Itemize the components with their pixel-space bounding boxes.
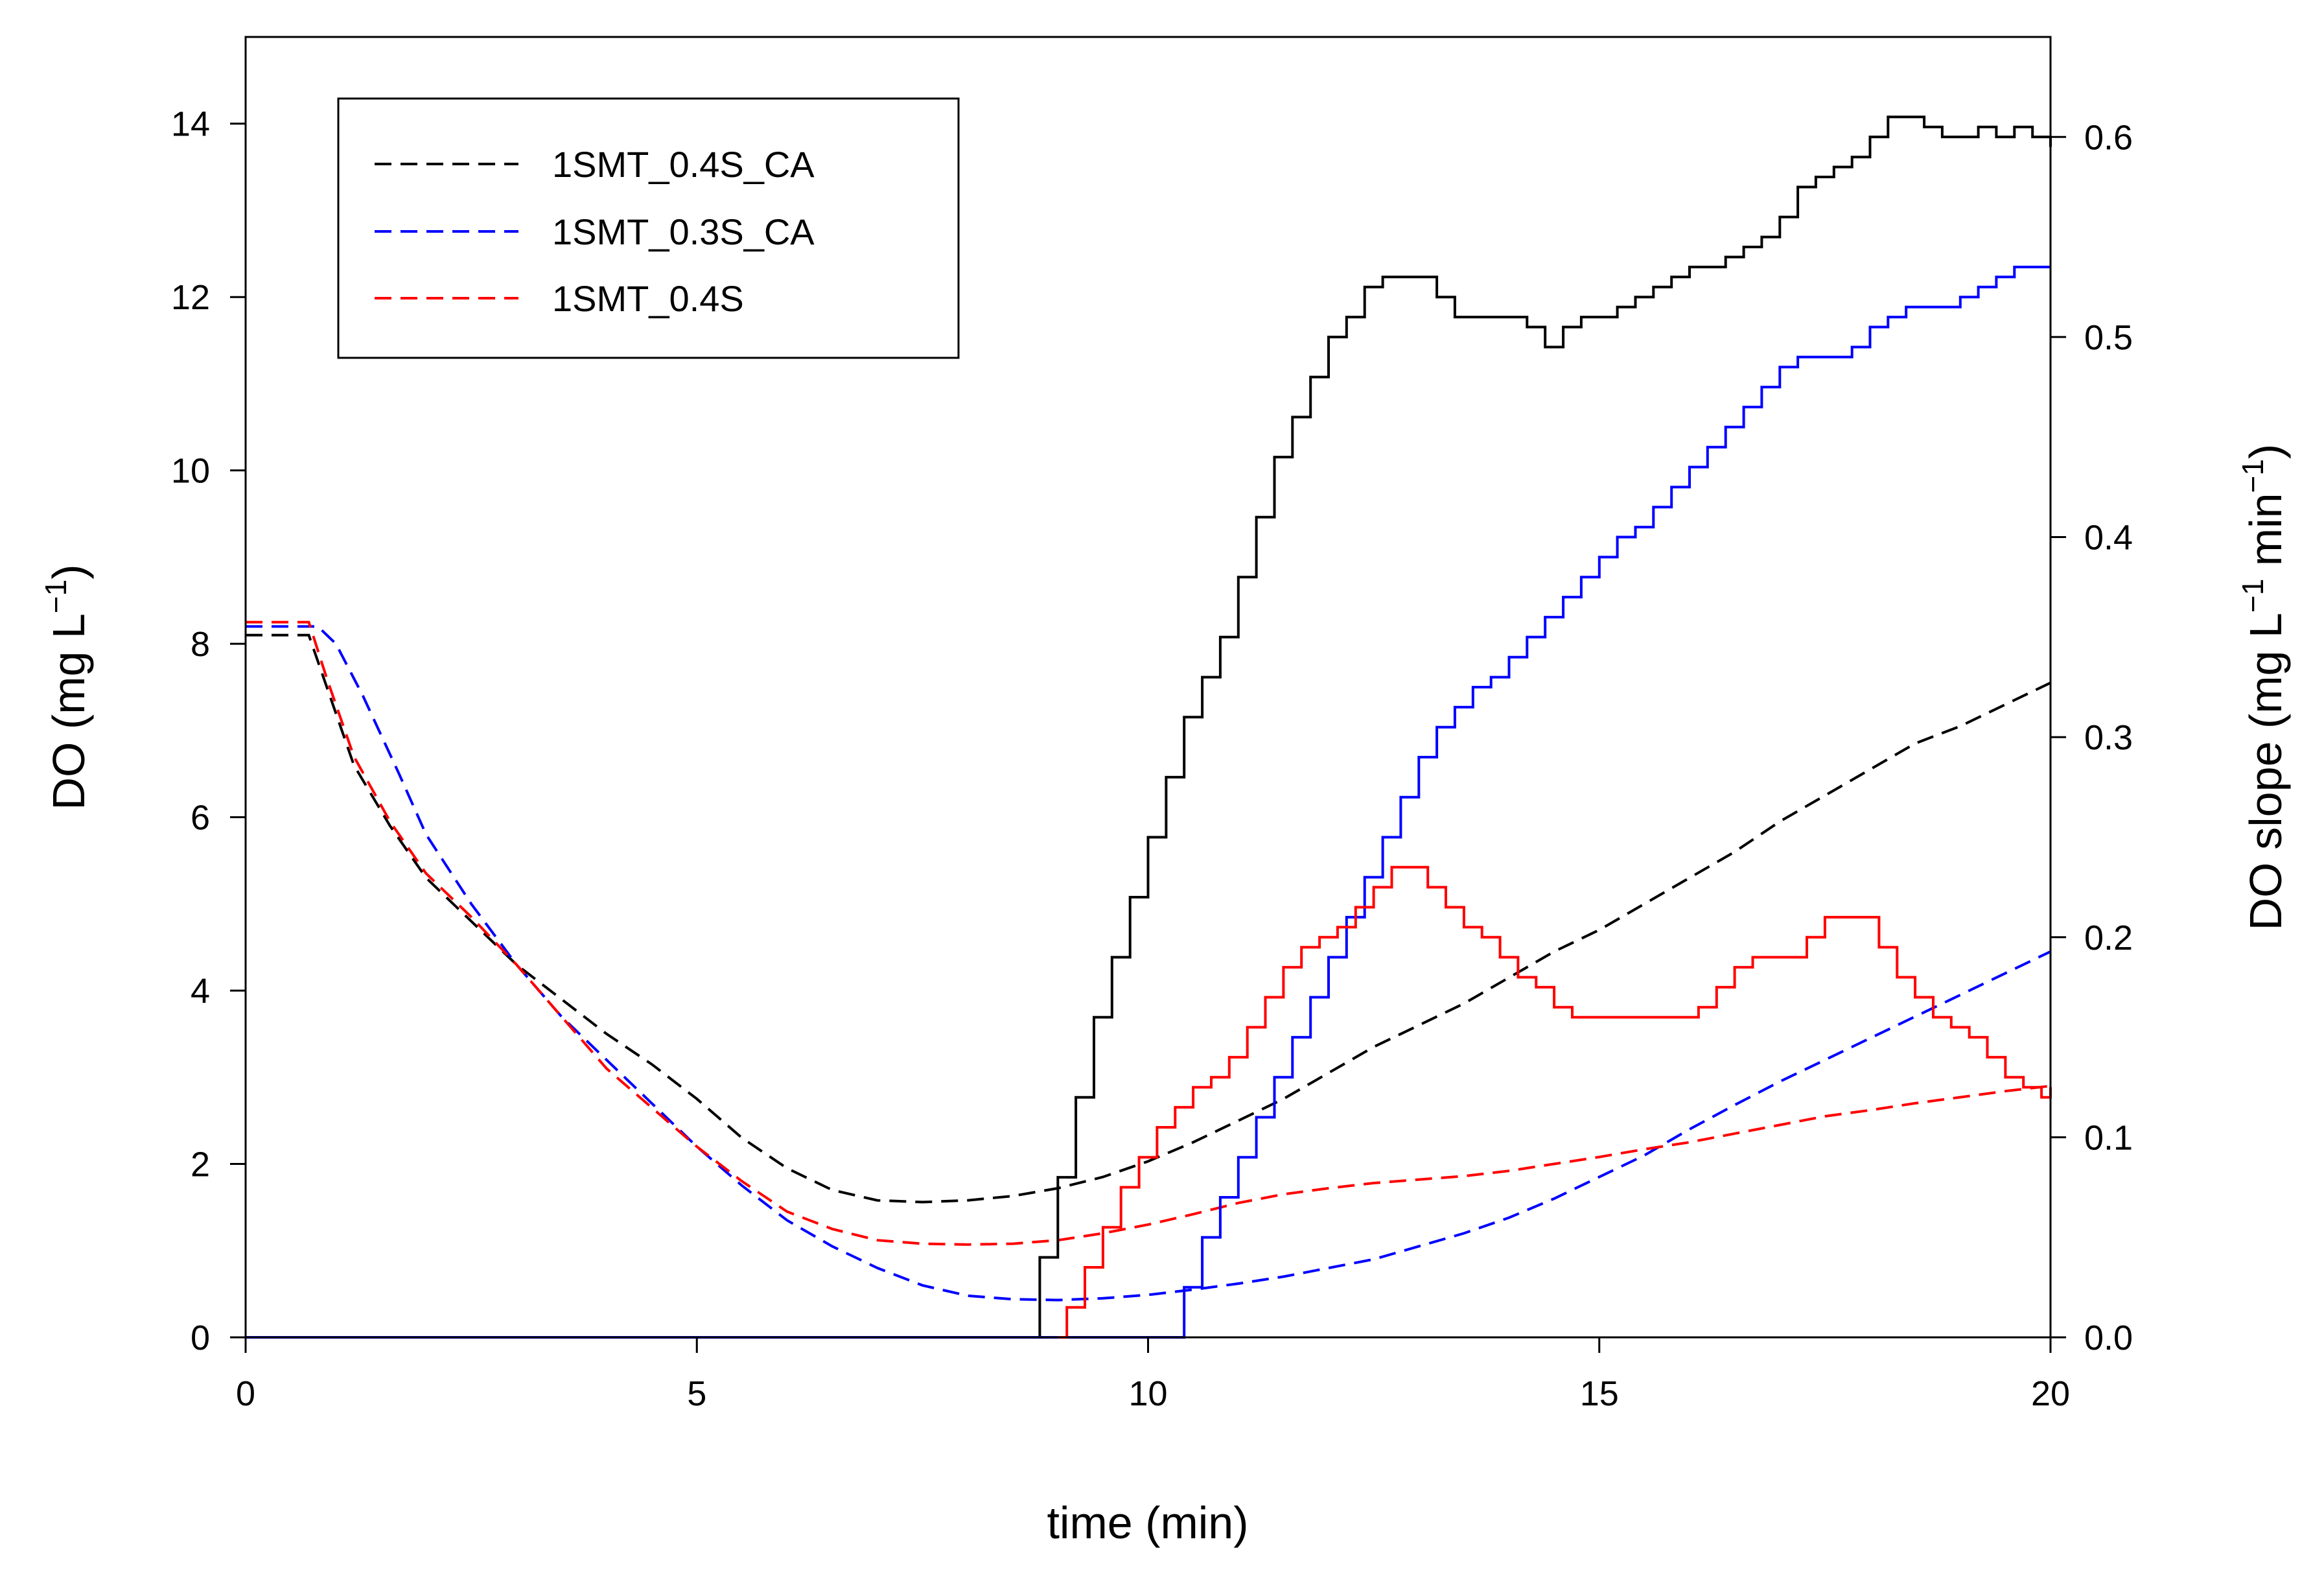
- x-tick-label-0: 0: [236, 1374, 255, 1413]
- series-1smt-0-4s-do: [246, 620, 2051, 1246]
- y-left-tick-label-5: 10: [171, 452, 210, 491]
- y-right-tick-label-0: 0.0: [2084, 1319, 2133, 1357]
- y-left-tick-label-0: 0: [191, 1319, 210, 1357]
- y-right-tick-label-3: 0.3: [2084, 718, 2133, 757]
- y-right-tick-label-6: 0.6: [2084, 118, 2133, 157]
- legend-label-1: 1SMT_0.3S_CA: [552, 211, 815, 252]
- y-left-tick-label-6: 12: [171, 278, 210, 317]
- y-right-tick-label-1: 0.1: [2084, 1118, 2133, 1157]
- legend-box: [337, 97, 960, 359]
- y-axis-right-title-tail: ): [2240, 444, 2291, 459]
- series-1smt-0-3s-ca-do: [246, 625, 2051, 1302]
- y-axis-right-title-main: DO slope (mg L: [2240, 613, 2291, 930]
- series-layer: [246, 115, 2052, 1339]
- y-axis-right-title-sup2: −1: [2236, 459, 2270, 493]
- y-left-tick-label-1: 2: [191, 1145, 210, 1184]
- legend-label-0: 1SMT_0.4S_CA: [552, 144, 815, 185]
- y-right-tick-label-4: 0.4: [2084, 519, 2133, 557]
- y-left-tick-label-7: 14: [171, 105, 210, 144]
- legend-label-2: 1SMT_0.4S: [552, 278, 744, 319]
- y-axis-left-title-main: DO (mg L: [43, 613, 94, 810]
- x-tick-label-3: 15: [1580, 1374, 1619, 1413]
- y-left-tick-label-3: 6: [191, 799, 210, 838]
- legend: 1SMT_0.4S_CA 1SMT_0.3S_CA 1SMT_0.4S: [337, 97, 960, 359]
- y-axis-right-title-mid: min: [2240, 493, 2291, 578]
- y-axis-right-title: DO slope (mg L−1 min−1): [2236, 444, 2291, 931]
- y-left-tick-label-2: 4: [191, 972, 210, 1011]
- series-1smt-0-4s-slope: [1058, 865, 2052, 1339]
- y-axis-left-title-sup: −1: [39, 580, 73, 613]
- y-right-tick-label-5: 0.5: [2084, 318, 2133, 357]
- y-axis-left-title-tail: ): [43, 564, 94, 579]
- y-right-tick-label-2: 0.2: [2084, 919, 2133, 957]
- x-tick-label-2: 10: [1128, 1374, 1167, 1413]
- y-left-tick-label-4: 8: [191, 625, 210, 664]
- x-axis-title: time (min): [1047, 1497, 1248, 1548]
- y-axis-left: 0 2 4 6 8 10 12 14: [171, 105, 246, 1357]
- y-axis-left-title: DO (mg L−1): [39, 564, 94, 810]
- series-1smt-0-4s-ca-do: [246, 633, 2051, 1204]
- y-axis-right-title-sup1: −1: [2236, 579, 2270, 613]
- y-axis-right: 0.0 0.1 0.2 0.3 0.4 0.5 0.6: [2051, 118, 2133, 1357]
- series-1smt-0-3s-ca-slope: [246, 265, 2051, 1339]
- x-tick-label-4: 20: [2031, 1374, 2070, 1413]
- series-1smt-0-4s-ca-slope: [1030, 115, 2052, 1339]
- x-axis: 0 5 10 15 20: [236, 1337, 2070, 1413]
- x-tick-label-1: 5: [687, 1374, 706, 1413]
